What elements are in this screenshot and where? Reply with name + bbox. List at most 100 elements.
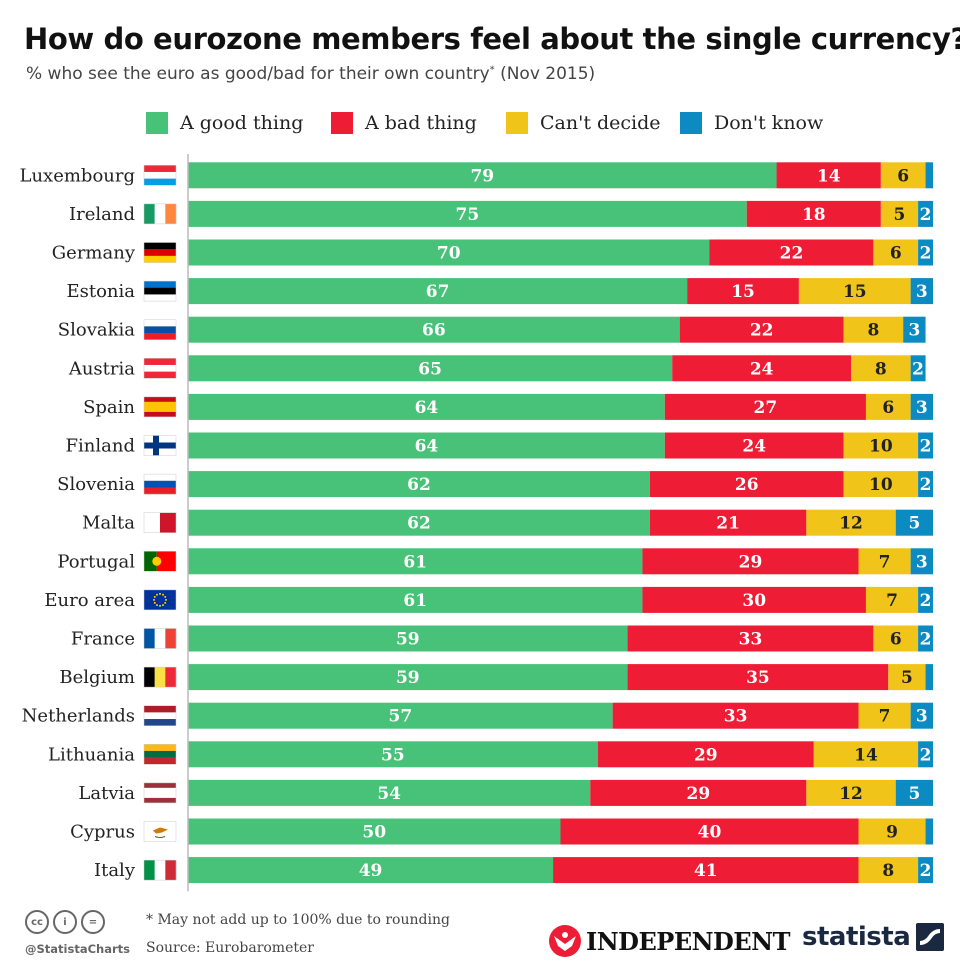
category-label-ireland: Ireland xyxy=(69,204,135,225)
data-label-good-france: 59 xyxy=(396,630,420,650)
bar-good-malta xyxy=(188,509,650,536)
category-label-belgium: Belgium xyxy=(59,667,135,688)
chart-title: How do eurozone members feel about the s… xyxy=(24,22,960,56)
data-label-bad-austria: 24 xyxy=(750,359,774,379)
data-label-bad-portugal: 29 xyxy=(739,552,763,572)
legend-item-good: A good thing xyxy=(146,106,303,140)
category-label-netherlands: Netherlands xyxy=(22,706,135,727)
data-label-bad-slovenia: 26 xyxy=(735,475,759,495)
eagle-icon xyxy=(549,925,581,957)
bar-good-slovenia xyxy=(188,471,650,498)
category-label-germany: Germany xyxy=(52,243,136,264)
category-label-austria: Austria xyxy=(68,358,135,379)
bar-bad-slovenia xyxy=(649,471,844,498)
bar-dont-know-belgium xyxy=(925,664,933,691)
source-note: Source: Eurobarometer xyxy=(146,940,314,956)
legend-label-dont-know: Don't know xyxy=(714,112,824,134)
data-label-dont-know-slovakia: 3 xyxy=(908,321,920,341)
data-label-bad-germany: 22 xyxy=(780,244,804,264)
bar-good-spain xyxy=(188,393,665,420)
subtitle-marker: * xyxy=(489,64,495,76)
data-label-good-portugal: 61 xyxy=(403,552,427,572)
data-label-dont-know-austria: 2 xyxy=(912,359,924,379)
legend-item-dont-know: Don't know xyxy=(680,106,823,140)
statista-logo: statista xyxy=(802,922,945,952)
data-label-bad-spain: 27 xyxy=(754,398,778,418)
bar-bad-lithuania xyxy=(597,741,814,768)
bar-dont-know-netherlands xyxy=(910,702,933,729)
data-label-cant-decide-lithuania: 14 xyxy=(854,745,878,765)
data-label-bad-netherlands: 33 xyxy=(724,707,748,727)
bar-cant-decide-spain xyxy=(865,393,911,420)
legend-label-bad: A bad thing xyxy=(365,112,477,134)
flag-malta-icon xyxy=(143,512,177,533)
bar-good-germany xyxy=(188,239,710,266)
flag-ireland-icon xyxy=(143,203,177,225)
bar-good-netherlands xyxy=(188,702,613,729)
bar-good-italy xyxy=(188,857,554,884)
flag-slovenia-icon xyxy=(143,473,177,495)
bar-cant-decide-netherlands xyxy=(858,702,911,729)
bar-bad-ireland xyxy=(746,200,881,227)
category-label-estonia: Estonia xyxy=(66,281,135,302)
data-label-good-austria: 65 xyxy=(418,359,442,379)
data-label-cant-decide-estonia: 15 xyxy=(843,282,867,302)
bar-cant-decide-germany xyxy=(873,239,919,266)
category-label-spain: Spain xyxy=(83,397,135,418)
bar-dont-know-finland xyxy=(918,432,933,459)
bar-dont-know-cyprus xyxy=(925,818,933,845)
bar-dont-know-austria xyxy=(910,355,926,382)
flag-finland-icon xyxy=(143,435,177,456)
data-label-cant-decide-luxembourg: 6 xyxy=(897,166,909,186)
data-label-cant-decide-germany: 6 xyxy=(890,244,902,264)
bar-cant-decide-finland xyxy=(843,432,919,459)
data-label-bad-lithuania: 29 xyxy=(694,745,718,765)
data-label-cant-decide-latvia: 12 xyxy=(839,784,863,804)
bar-cant-decide-latvia xyxy=(806,779,896,806)
category-label-euro-area: Euro area xyxy=(44,590,135,611)
subtitle-text: % who see the euro as good/bad for their… xyxy=(26,64,490,84)
data-label-cant-decide-euro-area: 7 xyxy=(886,591,898,611)
bar-cant-decide-cyprus xyxy=(858,818,926,845)
bar-bad-belgium xyxy=(627,664,889,691)
bar-bad-portugal xyxy=(642,548,859,575)
no-derivatives-icon: = xyxy=(81,910,105,934)
data-label-good-euro-area: 61 xyxy=(403,591,427,611)
data-label-dont-know-latvia: 5 xyxy=(908,784,920,804)
bar-bad-slovakia xyxy=(679,316,844,343)
data-label-good-lithuania: 55 xyxy=(381,745,405,765)
data-label-cant-decide-cyprus: 9 xyxy=(886,823,898,843)
bar-dont-know-latvia xyxy=(895,779,933,806)
chart-subtitle: % who see the euro as good/bad for their… xyxy=(26,64,595,84)
bar-good-slovakia xyxy=(188,316,680,343)
data-label-dont-know-ireland: 2 xyxy=(920,205,932,225)
bar-bad-germany xyxy=(709,239,874,266)
legend-label-good: A good thing xyxy=(180,112,304,134)
bar-bad-netherlands xyxy=(612,702,859,729)
data-label-dont-know-italy: 2 xyxy=(920,861,932,881)
data-label-cant-decide-austria: 8 xyxy=(875,359,887,379)
legend-label-cant-decide: Can't decide xyxy=(540,112,661,134)
social-handle: @StatistaCharts xyxy=(25,942,130,956)
flag-cyprus-icon xyxy=(143,821,177,842)
flag-euro-area-icon xyxy=(143,589,177,611)
data-label-bad-latvia: 29 xyxy=(686,784,710,804)
bar-dont-know-estonia xyxy=(910,278,933,305)
data-label-good-italy: 49 xyxy=(359,861,383,881)
bar-dont-know-slovakia xyxy=(903,316,926,343)
category-label-lithuania: Lithuania xyxy=(48,744,135,765)
data-label-bad-ireland: 18 xyxy=(802,205,826,225)
bar-dont-know-germany xyxy=(918,239,933,266)
bar-bad-estonia xyxy=(687,278,799,305)
data-label-bad-malta: 21 xyxy=(716,514,740,534)
bar-cant-decide-belgium xyxy=(888,664,926,691)
bar-bad-france xyxy=(627,625,874,652)
data-label-bad-luxembourg: 14 xyxy=(817,166,841,186)
legend-swatch-dont-know xyxy=(680,112,702,134)
flag-portugal-icon xyxy=(143,551,177,572)
bar-bad-austria xyxy=(672,355,852,382)
bar-cant-decide-lithuania xyxy=(813,741,919,768)
data-label-good-germany: 70 xyxy=(437,244,461,264)
flag-latvia-icon xyxy=(143,782,177,804)
